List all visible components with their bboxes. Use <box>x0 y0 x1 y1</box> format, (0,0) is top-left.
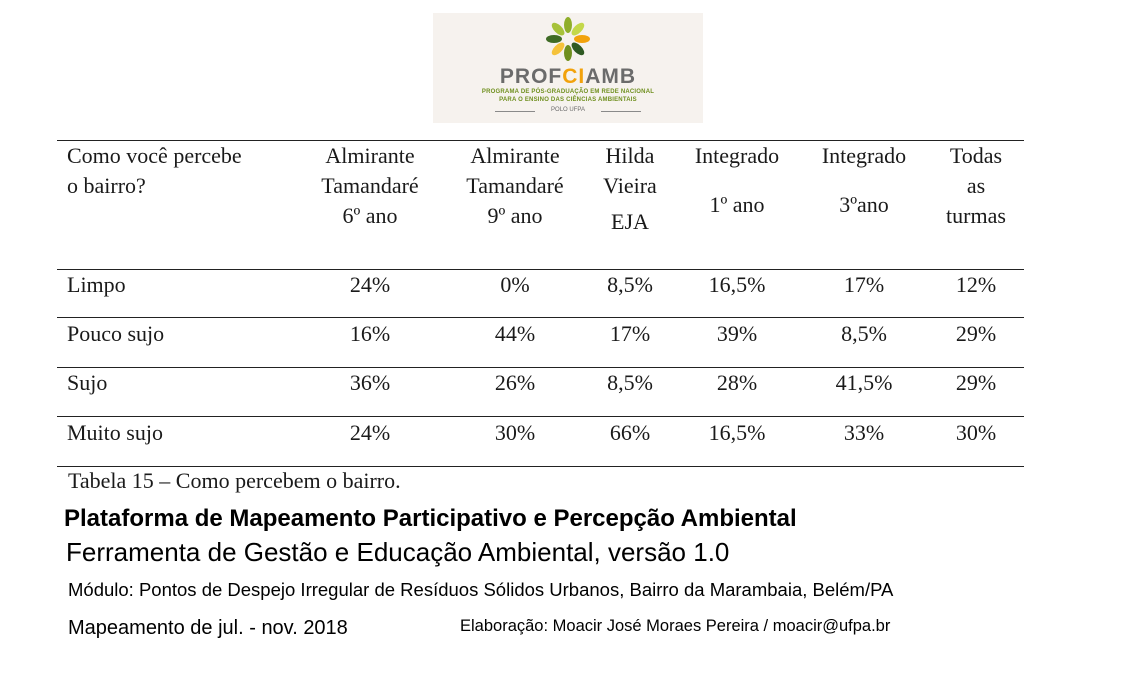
header-question: Como você percebe o bairro? <box>67 141 242 201</box>
mapping-period: Mapeamento de jul. - nov. 2018 <box>68 617 348 639</box>
module-description: Módulo: Pontos de Despejo Irregular de R… <box>68 579 894 600</box>
cell-value: 36% <box>349 370 391 395</box>
logo-wordmark: PROFCIAMB <box>433 65 703 89</box>
cell-value: 39% <box>716 321 758 346</box>
cell-value: 16% <box>349 321 391 346</box>
platform-title: Plataforma de Mapeamento Participativo e… <box>64 505 797 532</box>
header-line: Almirante <box>470 143 560 168</box>
author-credit: Elaboração: Moacir José Moraes Pereira /… <box>460 617 891 635</box>
cell-value: 29% <box>955 370 997 395</box>
table-rule-bottom <box>57 466 1024 467</box>
row-label: Muito sujo <box>67 420 163 445</box>
header-almirante-6: Almirante Tamandaré 6º ano <box>307 141 433 231</box>
cell-value: 8,5% <box>841 321 887 346</box>
cell-value: 41,5% <box>835 370 893 395</box>
header-line: 3ºano <box>839 192 889 217</box>
logo-wordmark-c: AMB <box>585 65 637 88</box>
cell-value: 16,5% <box>708 420 766 445</box>
header-line: Todas <box>949 143 1003 168</box>
cell-value: 8,5% <box>607 272 653 297</box>
header-line: Hilda <box>605 143 655 168</box>
cell-value: 12% <box>955 272 997 297</box>
header-line: 9º ano <box>487 203 543 228</box>
cell-value: 26% <box>494 370 536 395</box>
cell-value: 30% <box>494 420 536 445</box>
cell-value: 24% <box>349 420 391 445</box>
header-question-line: Como você percebe <box>67 143 242 168</box>
cell-value: 17% <box>609 321 651 346</box>
header-line: Tamandaré <box>321 173 419 198</box>
logo-subtitle-line-1: PROGRAMA DE PÓS-GRADUAÇÃO EM REDE NACION… <box>481 89 655 95</box>
header-integrado-1: Integrado 1º ano <box>681 141 793 220</box>
cell-value: 0% <box>500 272 530 297</box>
cell-value: 8,5% <box>607 370 653 395</box>
table-rule <box>57 367 1024 368</box>
cell-value: 17% <box>843 272 885 297</box>
header-hilda-vieira: Hilda Vieira EJA <box>592 141 668 237</box>
logo-wordmark-b: CI <box>562 65 586 88</box>
header-line: EJA <box>611 209 649 234</box>
table-rule <box>57 269 1024 270</box>
header-line: Integrado <box>694 143 780 168</box>
platform-subtitle: Ferramenta de Gestão e Educação Ambienta… <box>66 537 730 567</box>
table-caption: Tabela 15 – Como percebem o bairro. <box>68 468 401 493</box>
cell-value: 29% <box>955 321 997 346</box>
header-line: turmas <box>946 203 1006 228</box>
cell-value: 30% <box>955 420 997 445</box>
logo-subtitle-line-2: PARA O ENSINO DAS CIÊNCIAS AMBIENTAIS <box>499 97 637 103</box>
cell-value: 24% <box>349 272 391 297</box>
cell-value: 16,5% <box>708 272 766 297</box>
cell-value: 66% <box>609 420 651 445</box>
logo-polo: POLO UFPA <box>495 107 641 113</box>
header-line: 6º ano <box>342 203 398 228</box>
header-line: Almirante <box>325 143 415 168</box>
logo-wordmark-a: PROF <box>499 65 563 88</box>
header-question-line: o bairro? <box>67 173 146 198</box>
leaf-emblem-icon <box>546 17 590 61</box>
header-line: Tamandaré <box>466 173 564 198</box>
table-rule <box>57 317 1024 318</box>
header-line: Vieira <box>603 173 657 198</box>
table-rule-top <box>57 140 1024 141</box>
header-line: as <box>966 173 986 198</box>
profciamb-logo: PROFCIAMB PROGRAMA DE PÓS-GRADUAÇÃO EM R… <box>433 13 703 123</box>
header-line: 1º ano <box>709 192 765 217</box>
header-line: Integrado <box>821 143 907 168</box>
cell-value: 28% <box>716 370 758 395</box>
cell-value: 33% <box>843 420 885 445</box>
cell-value: 44% <box>494 321 536 346</box>
header-integrado-3: Integrado 3ºano <box>807 141 921 220</box>
header-almirante-9: Almirante Tamandaré 9º ano <box>452 141 578 231</box>
header-todas-turmas: Todas as turmas <box>931 141 1021 231</box>
row-label: Limpo <box>67 272 126 297</box>
table-rule <box>57 416 1024 417</box>
row-label: Pouco sujo <box>67 321 165 346</box>
row-label: Sujo <box>67 370 108 395</box>
